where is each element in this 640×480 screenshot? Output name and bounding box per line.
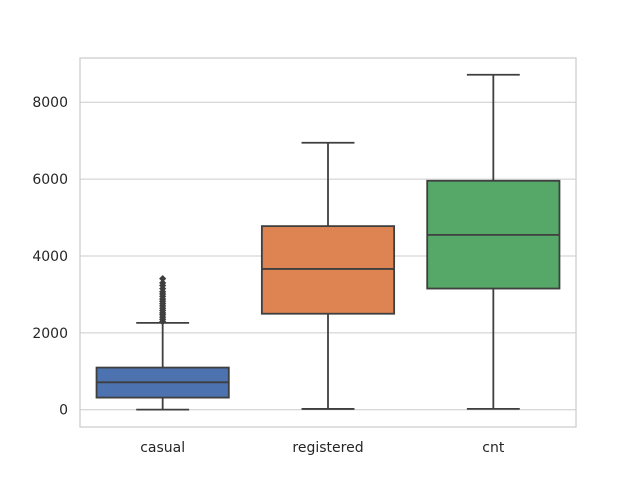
y-tick-label: 0 — [59, 403, 68, 419]
box-group-casual — [95, 275, 230, 411]
x-tick-label-casual: casual — [140, 440, 185, 456]
box-registered — [260, 225, 396, 315]
y-axis: 0 2000 4000 6000 8000 — [32, 95, 68, 419]
x-tick-label-registered: registered — [292, 440, 363, 456]
x-axis: casual registered cnt — [140, 440, 505, 456]
outlier-point — [159, 279, 167, 287]
box-group-registered — [260, 141, 396, 410]
y-tick-label: 2000 — [32, 326, 68, 342]
plot-frame — [79, 57, 577, 428]
y-tick-label: 6000 — [32, 172, 68, 188]
y-tick-label: 4000 — [32, 249, 68, 265]
box-group-cnt — [426, 73, 561, 410]
boxes-layer — [95, 73, 561, 411]
x-tick-label-cnt: cnt — [482, 440, 505, 456]
outlier-point — [159, 275, 167, 283]
y-tick-label: 8000 — [32, 95, 68, 111]
